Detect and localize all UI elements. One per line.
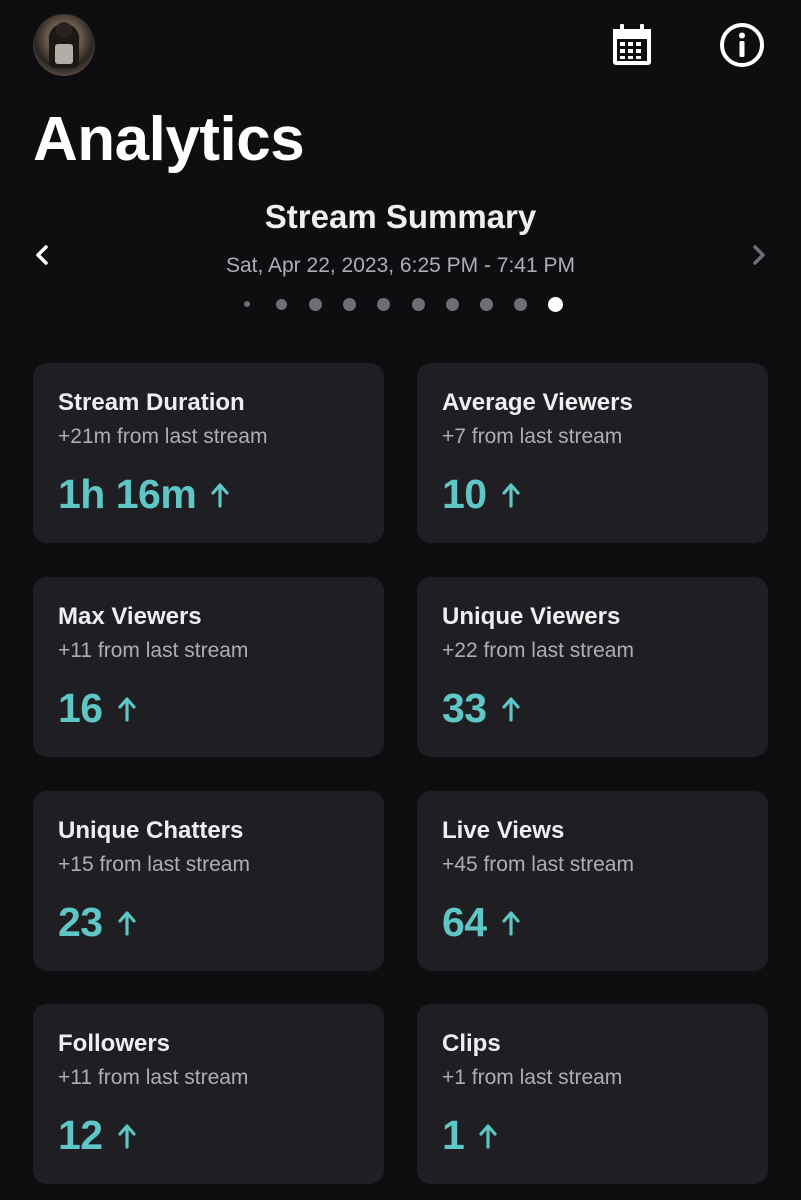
stat-value-row: 10: [442, 471, 521, 518]
stat-value-row: 1h 16m: [58, 471, 230, 518]
trend-up-icon: [210, 482, 230, 508]
stat-value: 10: [442, 471, 487, 517]
next-stream-button[interactable]: [742, 238, 776, 272]
stat-card-live-views[interactable]: Live Views +45 from last stream 64: [417, 791, 768, 971]
trend-up-icon: [117, 1123, 137, 1149]
stat-value: 12: [58, 1112, 103, 1158]
stat-label: Average Viewers: [442, 389, 633, 416]
stat-value-row: 23: [58, 899, 137, 946]
previous-stream-button[interactable]: [25, 238, 59, 272]
trend-up-icon: [501, 482, 521, 508]
stat-card-unique-viewers[interactable]: Unique Viewers +22 from last stream 33: [417, 577, 768, 757]
pagination-dot[interactable]: [342, 297, 356, 311]
stat-value-row: 12: [58, 1112, 137, 1159]
calendar-icon: [613, 24, 651, 65]
stat-value: 33: [442, 685, 487, 731]
stat-card-max-viewers[interactable]: Max Viewers +11 from last stream 16: [33, 577, 384, 757]
pagination-dot[interactable]: [411, 297, 425, 311]
stat-value: 1: [442, 1112, 465, 1158]
calendar-button[interactable]: [608, 20, 656, 70]
stat-card-average-viewers[interactable]: Average Viewers +7 from last stream 10: [417, 363, 768, 543]
pagination-dots: [0, 295, 801, 313]
stat-card-unique-chatters[interactable]: Unique Chatters +15 from last stream 23: [33, 791, 384, 971]
trend-up-icon: [117, 696, 137, 722]
user-avatar[interactable]: [33, 14, 95, 76]
info-button[interactable]: [718, 20, 766, 70]
pagination-dot[interactable]: [244, 301, 250, 307]
trend-up-icon: [501, 910, 521, 936]
trend-up-icon: [117, 910, 137, 936]
stat-label: Unique Viewers: [442, 603, 621, 630]
trend-up-icon: [501, 696, 521, 722]
chevron-left-icon: [36, 245, 48, 265]
stat-label: Stream Duration: [58, 389, 245, 416]
stat-value: 1h 16m: [58, 471, 197, 517]
summary-date-range: Sat, Apr 22, 2023, 6:25 PM - 7:41 PM: [225, 254, 576, 277]
stat-label: Unique Chatters: [58, 817, 244, 844]
stat-value-row: 1: [442, 1112, 498, 1159]
stat-delta: +11 from last stream: [58, 1066, 249, 1089]
stat-card-clips[interactable]: Clips +1 from last stream 1: [417, 1004, 768, 1184]
stat-label: Max Viewers: [58, 603, 202, 630]
stat-value: 16: [58, 685, 103, 731]
avatar-head: [56, 22, 72, 38]
stat-value-row: 64: [442, 899, 521, 946]
stat-value-row: 33: [442, 685, 521, 732]
pagination-dot[interactable]: [479, 297, 493, 311]
info-icon: [720, 23, 764, 67]
stat-label: Clips: [442, 1030, 501, 1057]
stat-delta: +15 from last stream: [58, 853, 250, 876]
stat-label: Followers: [58, 1030, 171, 1057]
stat-value: 64: [442, 899, 487, 945]
pagination-dot[interactable]: [513, 297, 527, 311]
stat-delta: +11 from last stream: [58, 639, 249, 662]
stat-delta: +45 from last stream: [442, 853, 634, 876]
pagination-dot[interactable]: [308, 297, 322, 311]
stat-delta: +21m from last stream: [58, 425, 268, 448]
stat-value-row: 16: [58, 685, 137, 732]
stat-label: Live Views: [442, 817, 565, 844]
pagination-dot-active[interactable]: [547, 296, 563, 312]
stat-value: 23: [58, 899, 103, 945]
page-title: Analytics: [33, 105, 305, 174]
stat-card-followers[interactable]: Followers +11 from last stream 12: [33, 1004, 384, 1184]
stat-card-stream-duration[interactable]: Stream Duration +21m from last stream 1h 1…: [33, 363, 384, 543]
chevron-right-icon: [753, 245, 765, 265]
pagination-dot[interactable]: [376, 297, 390, 311]
summary-title: Stream Summary: [264, 198, 537, 235]
pagination-dot[interactable]: [445, 297, 459, 311]
avatar-shirt: [55, 44, 73, 64]
stat-delta: +7 from last stream: [442, 425, 623, 448]
trend-up-icon: [478, 1123, 498, 1149]
stat-delta: +22 from last stream: [442, 639, 634, 662]
stat-delta: +1 from last stream: [442, 1066, 623, 1089]
pagination-dot[interactable]: [275, 298, 287, 310]
